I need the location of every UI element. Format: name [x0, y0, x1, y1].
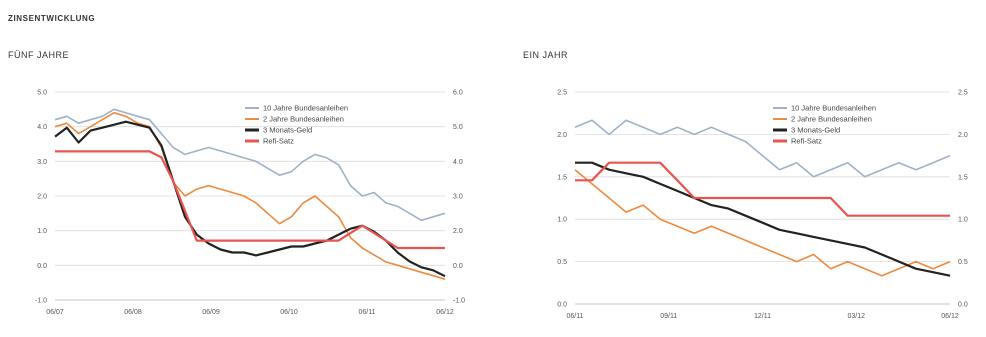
x-tick-label: 06/09 [202, 309, 220, 316]
y-right-tick-label: 3.0 [453, 194, 463, 201]
series-line-2 [575, 161, 951, 277]
y-right-tick-label: 0.0 [453, 263, 463, 270]
series-line-3 [55, 150, 445, 250]
page-heading: ZINSENTWICKLUNG [8, 14, 96, 23]
y-right-tick-label: 0.5 [958, 259, 968, 266]
y-right-tick-label: 2.0 [958, 132, 968, 139]
x-tick-label: 09/11 [660, 313, 677, 320]
y-left-tick-label: 1.0 [37, 228, 47, 235]
legend-entry: 10 Jahre Bundesanleihen [791, 104, 876, 113]
y-right-tick-label: -1.0 [453, 298, 465, 305]
legend-entry: 2 Jahre Bundesanleihen [791, 115, 872, 124]
y-left-tick-label: 2.0 [557, 132, 567, 139]
y-left-tick-label: 0.0 [557, 302, 567, 309]
y-left-tick-label: 2.0 [37, 194, 47, 201]
x-tick-label: 06/12 [436, 309, 454, 316]
y-left-tick-label: 1.0 [557, 217, 567, 224]
five-year-chart: 5.0 4.0 3.0 2.0 1.0 0.0 -1.0 6.0 5.0 4.0 3.0 2.0 0.0… [35, 90, 465, 317]
y-right-tick-label: 5.0 [453, 124, 463, 131]
y-left-tick-label: 1.5 [557, 174, 567, 181]
y-right-tick-label: 1.5 [958, 174, 968, 181]
y-left-tick-label: 4.0 [37, 124, 47, 131]
y-right-tick-label: 4.0 [453, 159, 463, 166]
legend-entry: 3 Monats-Geld [791, 126, 840, 135]
y-left-tick-label: 2.5 [557, 90, 567, 97]
legend-entry: Refi-Satz [791, 137, 822, 146]
x-tick-label: 12/11 [754, 313, 771, 320]
x-tick-label: 03/12 [847, 313, 865, 320]
chart-title-one-year: EIN JAHR [523, 50, 569, 60]
legend-entry: 2 Jahre Bundesanleihen [263, 115, 344, 124]
y-left-tick-label: 3.0 [37, 159, 47, 166]
x-tick-label: 06/10 [280, 309, 298, 316]
legend-entry: 3 Monats-Geld [263, 126, 312, 135]
series-line-1 [54, 111, 446, 280]
chart-title-five-years: FÜNF JAHRE [8, 50, 69, 60]
legend-entry: 10 Jahre Bundesanleihen [263, 104, 348, 113]
y-right-tick-label: 2.5 [958, 90, 968, 97]
series-line-1 [574, 169, 951, 277]
x-tick-label: 06/11 [359, 309, 376, 316]
legend-entry: Refi-Satz [263, 137, 294, 146]
x-tick-label: 06/11 [567, 313, 584, 320]
y-left-tick-label: 0.5 [557, 259, 567, 266]
y-left-tick-label: -1.0 [35, 298, 47, 305]
one-year-chart: 2.52.01.51.00.50.02.52.01.51.00.50.006/1… [557, 90, 968, 321]
series-line-0 [54, 108, 446, 222]
series-line-3 [575, 161, 950, 217]
x-tick-label: 06/08 [124, 309, 142, 316]
y-right-tick-label: 2.0 [453, 228, 463, 235]
x-tick-label: 06/07 [46, 309, 64, 316]
y-left-tick-label: 0.0 [37, 263, 47, 270]
y-right-tick-label: 6.0 [453, 90, 463, 97]
y-right-tick-label: 1.0 [958, 217, 968, 224]
y-left-tick-label: 5.0 [37, 90, 47, 97]
y-right-tick-label: 0.0 [958, 302, 968, 309]
series-line-0 [574, 119, 951, 178]
x-tick-label: 06/12 [941, 313, 959, 320]
